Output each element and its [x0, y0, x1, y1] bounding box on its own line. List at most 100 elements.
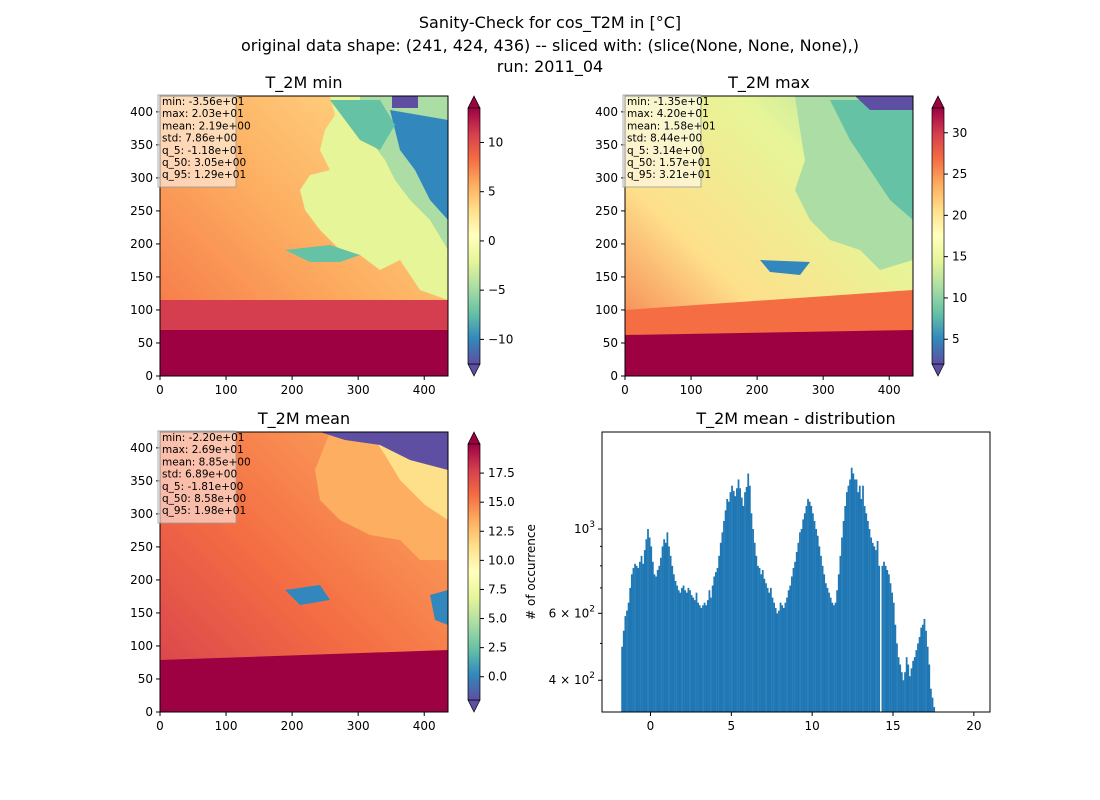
histogram-bar: [769, 587, 772, 712]
histogram-bar: [637, 567, 640, 712]
histogram-bar: [703, 602, 706, 712]
colorbar-tick-label: −10: [488, 332, 513, 346]
histogram-bar: [752, 529, 754, 712]
colorbar-tick-label: 15.0: [488, 495, 515, 509]
histogram-bar: [886, 570, 889, 712]
histogram-bar: [865, 513, 868, 712]
stats-background: [622, 94, 702, 188]
suptitle-line-1: Sanity-Check for cos_T2M in [°C]: [419, 13, 681, 33]
y-tick-label: 100: [595, 303, 618, 317]
histogram-bar: [784, 602, 787, 712]
x-tick-label: 5: [728, 719, 736, 733]
x-axis: 0 100 200 300 400: [156, 376, 436, 397]
histogram-bar: [881, 565, 884, 712]
stats-line: mean: 2.19e+00: [162, 120, 251, 132]
histogram-bar: [782, 607, 785, 712]
histogram-bar: [787, 590, 790, 712]
histogram-bar: [823, 574, 826, 712]
y-tick-label: 100: [130, 639, 153, 653]
stats-line: q_95: 1.98e+01: [162, 505, 246, 517]
stats-line: std: 8.44e+00: [627, 133, 702, 145]
x-tick-label: 200: [281, 383, 304, 397]
histogram-bar: [902, 680, 905, 712]
histogram-bar: [716, 567, 719, 712]
heatmap-image: [160, 96, 448, 376]
x-tick-label: 10: [805, 719, 820, 733]
histogram-bar: [760, 574, 763, 712]
histogram-bar: [842, 520, 845, 712]
histogram-bar: [855, 479, 858, 712]
histogram-bar: [844, 505, 847, 712]
histogram-bar: [768, 592, 771, 712]
histogram-bar: [779, 602, 782, 712]
histogram-bar: [847, 485, 850, 712]
histogram-bar: [689, 590, 691, 712]
histogram-bar: [878, 565, 881, 712]
colorbar-tick-label: 5.0: [488, 612, 507, 626]
y-tick-label: 200: [595, 237, 618, 251]
histogram-bar: [909, 676, 911, 712]
histogram-bar: [626, 610, 628, 712]
histogram-bar: [897, 657, 900, 712]
histogram-bar: [732, 490, 735, 712]
stats-background: [157, 94, 237, 188]
x-tick-label: 100: [680, 383, 703, 397]
histogram-bar: [736, 488, 738, 712]
suptitle-line-3: run: 2011_04: [497, 57, 603, 77]
x-axis: 0 100 200 300 400: [156, 712, 436, 733]
histogram-bar: [807, 498, 809, 712]
stats-line: mean: 1.58e+01: [627, 120, 716, 132]
histogram-bar: [931, 697, 934, 712]
histogram-bar: [676, 585, 678, 712]
histogram-bar: [862, 485, 864, 712]
x-tick-label: 0: [156, 719, 164, 733]
histogram-bar: [928, 664, 931, 712]
histogram-bar: [925, 630, 927, 712]
colorbar-body: [931, 107, 945, 365]
histogram-bar: [854, 479, 856, 712]
histogram-bar: [671, 565, 674, 712]
histogram-bar: [669, 555, 672, 712]
y-tick-label: 6 × 102: [549, 604, 595, 620]
histogram-bar: [870, 537, 872, 712]
histogram-bar: [685, 592, 688, 712]
histogram-bar: [923, 618, 926, 712]
histogram-bar: [889, 583, 892, 712]
histogram-bar: [687, 587, 690, 712]
panel-t2m-min: T_2M min 0 100 200 300 400 05010015020025030…: [130, 73, 513, 397]
histogram-bar: [857, 492, 860, 712]
histogram-bar: [907, 664, 910, 712]
y-axis-label: # of occurrence: [524, 524, 538, 620]
histogram-bar: [645, 539, 648, 712]
panel-title: T_2M mean - distribution: [695, 409, 895, 429]
histogram-bar: [718, 555, 721, 712]
y-tick-label: 50: [138, 336, 153, 350]
histogram-bar: [658, 565, 661, 712]
y-tick-label: 150: [130, 270, 153, 284]
y-tick-label: 350: [130, 138, 153, 152]
histogram-bar: [664, 542, 667, 712]
histogram-bar: [884, 565, 887, 712]
histogram-bar: [663, 539, 666, 712]
histogram-bar: [679, 592, 682, 712]
histogram-bar: [849, 479, 851, 712]
x-tick-label: 20: [966, 719, 981, 733]
histogram-bar: [740, 497, 743, 712]
histogram-bar: [915, 650, 918, 712]
histogram-bar: [726, 498, 729, 712]
histogram-bar: [900, 672, 903, 712]
colorbar-extend-max: [467, 95, 481, 109]
histogram-bar: [794, 561, 796, 712]
histogram-bar: [677, 590, 680, 712]
colorbar-tick-label: 10: [488, 135, 503, 149]
histogram-bar: [773, 602, 775, 712]
y-tick-label: 300: [130, 171, 153, 185]
panel-title: T_2M mean: [257, 409, 350, 429]
histogram-bar: [892, 602, 895, 712]
histogram-bar: [651, 561, 654, 712]
histogram-bar: [795, 552, 798, 712]
histogram-bar: [710, 597, 712, 712]
y-tick-label: 400: [595, 105, 618, 119]
histogram-bar: [755, 555, 758, 712]
